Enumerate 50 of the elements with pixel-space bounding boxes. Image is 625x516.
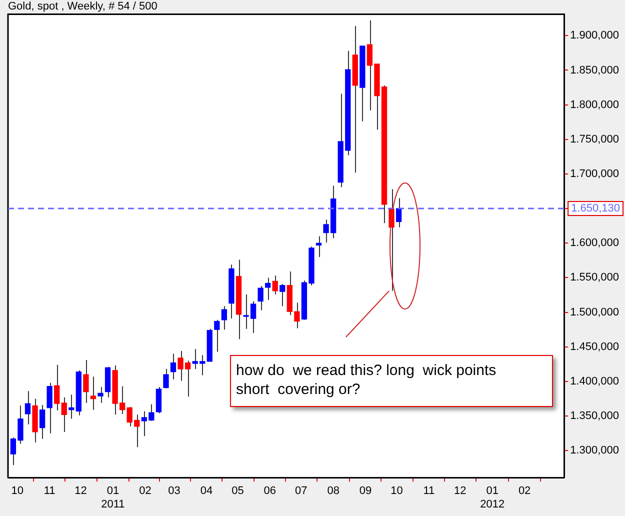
- x-tick-label: 11: [44, 485, 56, 498]
- candlestick: [170, 353, 176, 380]
- candlestick: [54, 364, 60, 412]
- candlestick: [280, 283, 286, 307]
- candlestick: [272, 275, 278, 295]
- x-tick-label: 08: [327, 485, 340, 498]
- x-tick-label: 09: [359, 485, 372, 498]
- annotation: how do we read this? long wick points short covering or?: [230, 355, 553, 407]
- y-tick-label: 1.500,000: [570, 306, 619, 318]
- x-tick-label: 11: [423, 485, 435, 498]
- x-tick-label: 07: [294, 485, 308, 498]
- x-tick-label: 12: [454, 485, 466, 498]
- x-tick-label: 05: [232, 485, 244, 498]
- candlestick: [214, 319, 220, 352]
- y-tick-label: 1.350,000: [570, 410, 619, 422]
- candlestick: [396, 198, 402, 228]
- y-tick-label: 1.600,000: [570, 237, 619, 250]
- x-tick-label: 10: [390, 485, 403, 498]
- candlestick: [265, 277, 271, 300]
- x-tick-label: 02: [139, 485, 152, 498]
- y-tick-label: 1.550,000: [570, 272, 619, 284]
- candlestick: [83, 360, 89, 404]
- candlestick: [156, 386, 162, 414]
- candlestick: [98, 386, 104, 404]
- y-tick-label: 1.300,000: [570, 444, 619, 457]
- ref-line-label: 1.650,130: [571, 202, 620, 214]
- x-tick-label: 06: [264, 485, 276, 498]
- y-tick-label: 1.750,000: [570, 133, 619, 146]
- y-tick-label: 1.400,000: [570, 375, 619, 388]
- x-tick-label: 02: [518, 485, 531, 498]
- candlestick: [39, 404, 46, 440]
- candlestick: [258, 286, 264, 311]
- x-tick-label: 10: [11, 485, 24, 498]
- candlestick: [46, 382, 52, 434]
- x-tick-label: 12: [74, 485, 87, 498]
- candlestick: [221, 306, 228, 330]
- y-tick-label: 1.800,000: [570, 98, 619, 111]
- x-tick-label: 04: [200, 485, 213, 498]
- candlestick: [90, 376, 96, 410]
- candlestick: [163, 368, 169, 389]
- chart-title: Gold, spot , Weekly, # 54 / 500: [8, 0, 158, 13]
- y-tick-label: 1.900,000: [570, 30, 619, 42]
- x-tick-label: 01 2011: [101, 485, 125, 510]
- x-tick-label: 03: [168, 485, 180, 498]
- x-tick-label: 01 2012: [480, 485, 505, 510]
- y-tick-label: 1.850,000: [570, 64, 619, 76]
- candlestick: [24, 390, 31, 425]
- y-tick-label: 1.450,000: [570, 340, 619, 353]
- candlestick: [61, 396, 67, 432]
- y-tick-label: 1.700,000: [570, 168, 619, 180]
